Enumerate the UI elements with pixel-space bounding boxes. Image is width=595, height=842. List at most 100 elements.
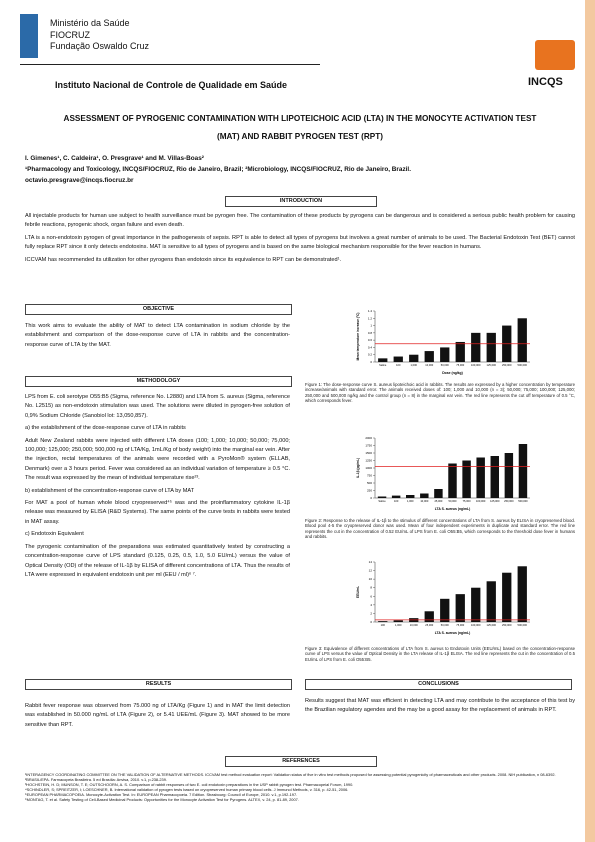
x-tick-label: 100,000: [471, 623, 481, 627]
x-tick-label: 1,000: [411, 363, 418, 367]
y-tick-label: 0: [370, 360, 372, 364]
methodology: LPS from E. coli serotype O55:B5 (Sigma,…: [25, 393, 290, 583]
bar: [502, 572, 512, 622]
y-tick-label: 1000: [365, 466, 372, 470]
x-tick-label: 50,000: [449, 499, 457, 503]
x-tick-label: 500,000: [518, 623, 528, 627]
y-axis-title: Mean temperature increase (°C): [356, 313, 360, 361]
x-tick-label: 500,000: [518, 499, 528, 503]
x-tick-label: 125,000: [487, 623, 497, 627]
bar: [440, 347, 450, 362]
paragraph: Rabbit fever response was observed from …: [25, 703, 290, 728]
bar: [377, 496, 387, 498]
y-tick-label: 0.6: [368, 338, 373, 342]
paragraph: The pyrogenic contamination of the prepa…: [25, 543, 290, 578]
bar: [518, 444, 528, 498]
paragraph: Results suggest that MAT was efficient i…: [305, 698, 575, 714]
bar: [486, 581, 496, 622]
figure-chart: 0 0.2 0.4 0.6 0.8 1 1.2 1.4 Saline 100 1,000 10,000…: [356, 309, 530, 375]
y-tick-label: 0.8: [368, 331, 373, 335]
x-tick-label: 25,000: [434, 499, 442, 503]
bar: [406, 495, 415, 498]
y-tick-label: 500: [367, 481, 372, 485]
y-tick-label: 10: [369, 577, 373, 581]
incqs-icon: [535, 40, 575, 70]
paragraph: LTA is a non-endotoxin pyrogen of great …: [25, 234, 575, 251]
section-heading: RESULTS: [25, 679, 292, 690]
bar: [424, 611, 434, 622]
x-tick-label: 100: [381, 623, 386, 627]
bar: [434, 489, 443, 498]
paragraph: This work aims to evaluate the ability o…: [25, 323, 290, 348]
y-tick-label: 1250: [365, 459, 372, 463]
y-tick-label: 1.4: [368, 309, 373, 313]
y-tick-label: 0.2: [368, 353, 373, 357]
incqs-logo: INCQS: [528, 76, 563, 88]
side-strip: [585, 0, 595, 842]
y-tick-label: 8: [370, 586, 372, 590]
x-tick-label: 100,000: [471, 363, 481, 367]
paragraph: ⁵EUROPEAN PHARMACOPOEIA. Monocyte-Activa…: [25, 792, 298, 797]
y-tick-label: 750: [367, 474, 372, 478]
paragraph: ²BRASIL/EPA. Farmacopeia Brasileira. 5 e…: [25, 777, 167, 782]
bar: [455, 594, 465, 622]
y-tick-label: 0.4: [368, 345, 373, 349]
y-tick-label: 1500: [365, 451, 372, 455]
section-heading: INTRODUCTION: [225, 196, 377, 207]
x-tick-label: 1,000: [407, 499, 414, 503]
paragraph: ⁶MONTAG, T. et al. Safety Testing of Cel…: [25, 797, 299, 802]
y-axis-title: EEU/mL: [356, 586, 360, 598]
y-tick-label: 2000: [365, 436, 372, 440]
bar: [378, 358, 388, 362]
y-tick-label: 12: [369, 569, 373, 573]
x-tick-label: 250,000: [502, 363, 512, 367]
section-heading: OBJECTIVE: [25, 304, 292, 315]
y-tick-label: 14: [369, 560, 373, 564]
bar: [393, 620, 403, 622]
bar: [517, 318, 527, 362]
paragraph: ⁴SCHINDLER, S; SPREITZER, I; LOESCHNER, …: [25, 787, 349, 792]
figure-caption: Figure 3: Equivalence of different conce…: [305, 646, 575, 662]
x-tick-label: 250,000: [504, 499, 514, 503]
x-tick-label: 10,000: [425, 363, 433, 367]
x-tick-label: 1,000: [395, 623, 402, 627]
paragraph: LPS from E. coli serotype O55:B5 (Sigma,…: [25, 394, 290, 419]
y-tick-label: 4: [370, 603, 372, 607]
y-tick-label: 0: [370, 620, 372, 624]
bar: [476, 457, 485, 498]
x-tick-label: 75,000: [463, 499, 471, 503]
x-tick-label: Saline: [379, 363, 387, 367]
x-tick-label: 50,000: [441, 623, 449, 627]
x-tick-label: 125,000: [487, 363, 497, 367]
x-tick-label: 100: [396, 363, 401, 367]
x-tick-label: 100: [394, 499, 399, 503]
paragraph: All injectable products for human use su…: [25, 213, 575, 229]
paragraph: a) the establishment of the dose-respons…: [25, 425, 186, 432]
bar: [455, 341, 465, 362]
fiocruz: FIOCRUZ: [50, 30, 90, 40]
institute: Instituto Nacional de Controle de Qualid…: [55, 80, 288, 90]
foundation: Fundação Oswaldo Cruz: [50, 41, 150, 51]
paragraph: b) establishment of the concentration-re…: [25, 487, 195, 494]
section-heading: METHODOLOGY: [25, 376, 292, 387]
bar: [486, 332, 496, 362]
bar: [448, 463, 457, 498]
bar: [490, 456, 499, 498]
x-axis-title: LTA S. aureus (ng/mL): [435, 631, 471, 635]
x-tick-label: 125,000: [490, 499, 500, 503]
x-axis-title: Dose (ng/kg): [442, 371, 463, 375]
paragraph: ¹INTERAGENCY COORDINATING COMMITTEE ON T…: [25, 772, 556, 777]
bar: [471, 332, 481, 362]
bar: [409, 354, 419, 362]
x-tick-label: 75,000: [456, 363, 464, 367]
section-heading: REFERENCES: [225, 756, 377, 767]
y-tick-label: 0: [370, 496, 372, 500]
ministry: Ministério da Saúde: [50, 18, 130, 28]
figure-chart: 0 250 500 750 1000 1250 1500 1750 2000 Saline 100 1…: [356, 436, 530, 511]
email: octavio.presgrave@incqs.fiocruz.br: [25, 177, 134, 184]
x-tick-label: 10,000: [420, 499, 428, 503]
bar: [440, 598, 450, 622]
references: ¹INTERAGENCY COORDINATING COMMITTEE ON T…: [25, 772, 575, 802]
bar: [462, 460, 471, 498]
paragraph: ICCVAM has recommended its utilization f…: [25, 256, 342, 263]
